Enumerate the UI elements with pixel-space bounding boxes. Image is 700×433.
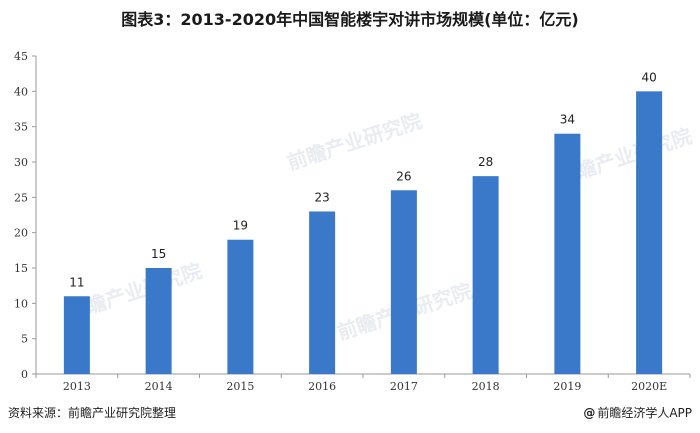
- bar: [63, 296, 90, 374]
- data-label: 40: [641, 70, 656, 84]
- x-tick-label: 2016: [308, 380, 336, 393]
- data-labels: 11 15 19 23 26 28 34 40: [69, 70, 657, 289]
- brand-credit: @ 前瞻经济学人APP: [583, 404, 692, 421]
- y-tick-label: 20: [14, 227, 28, 240]
- x-tick-label: 2013: [63, 380, 91, 393]
- x-tick-label: 2019: [553, 380, 581, 393]
- y-tick-label: 5: [21, 333, 28, 346]
- bar: [227, 239, 254, 374]
- data-label: 15: [151, 247, 166, 261]
- y-tick-label: 15: [14, 262, 28, 275]
- y-tick-label: 30: [14, 156, 28, 169]
- watermark-text: 前瞻产业研究院: [284, 109, 425, 175]
- y-tick-label: 10: [14, 297, 28, 310]
- y-tick-label: 0: [21, 368, 28, 381]
- at-icon: @: [583, 406, 596, 420]
- bar: [390, 190, 417, 374]
- data-label: 34: [560, 113, 575, 127]
- bar: [636, 91, 663, 374]
- data-label: 19: [233, 219, 248, 233]
- brand-text: 前瞻经济学人APP: [597, 406, 692, 420]
- y-tick-label: 35: [14, 121, 28, 134]
- x-tick-label: 2015: [226, 380, 254, 393]
- source-note: 资料来源：前瞻产业研究院整理: [8, 406, 177, 420]
- y-tick-label: 25: [14, 191, 28, 204]
- x-tick-label: 2014: [145, 380, 173, 393]
- x-tick-label: 2018: [472, 380, 500, 393]
- bar: [309, 211, 336, 374]
- bar: [472, 176, 499, 374]
- y-tick-label: 40: [14, 85, 28, 98]
- bars: [63, 91, 663, 374]
- x-tick-label: 2017: [390, 380, 418, 393]
- data-label: 11: [69, 275, 84, 289]
- data-label: 23: [314, 190, 329, 204]
- chart-title: 图表3：2013-2020年中国智能楼宇对讲市场规模(单位：亿元): [121, 10, 579, 29]
- data-label: 26: [396, 169, 411, 183]
- y-tick-label: 45: [14, 50, 28, 63]
- bar: [145, 268, 172, 374]
- axes: 0 5 10 15 20 25 30 35 40 45 2013 2014 2015 2016 2017 20…: [14, 50, 691, 393]
- data-label: 28: [478, 155, 493, 169]
- x-tick-label: 2020E: [631, 380, 667, 393]
- bar: [554, 133, 581, 374]
